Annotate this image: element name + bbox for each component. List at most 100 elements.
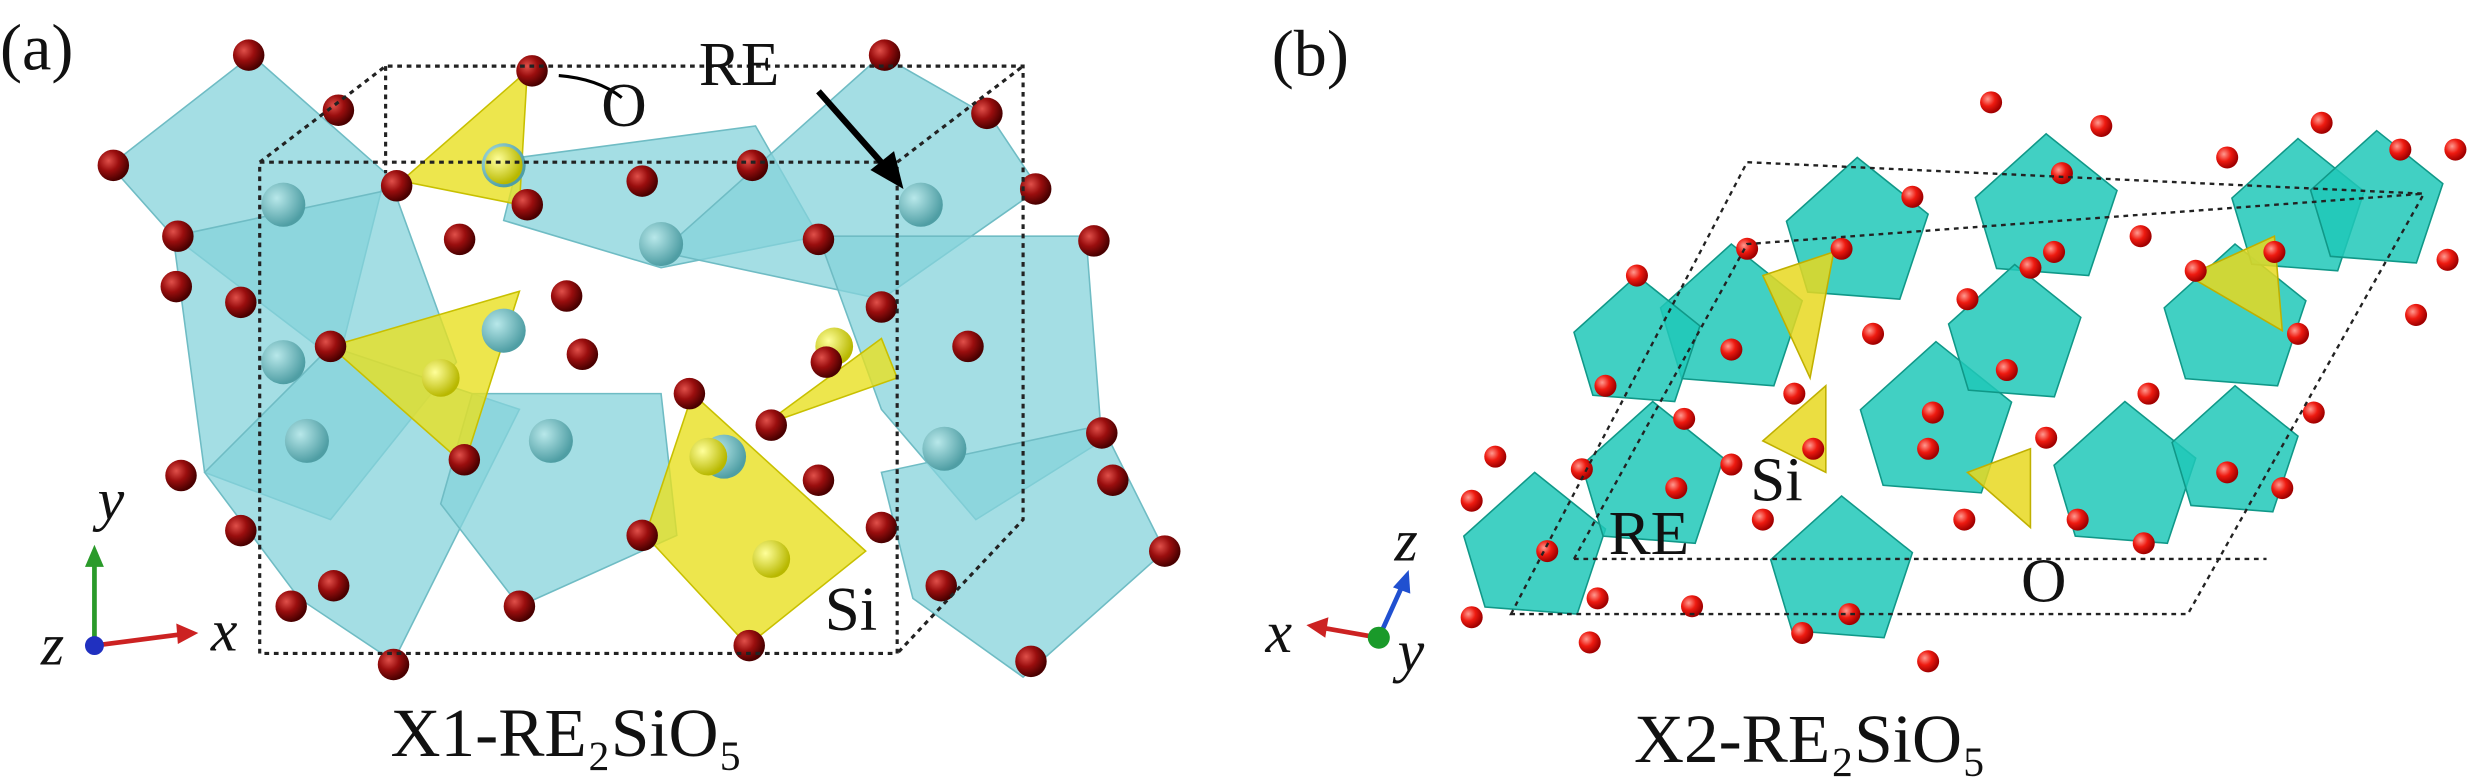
panel-label: (b) <box>1272 18 1349 91</box>
o-atom <box>755 409 787 441</box>
si-atom <box>484 146 523 185</box>
o-atom <box>1484 445 1507 468</box>
unit-cell <box>258 64 1025 656</box>
tetrahedron <box>1965 447 2032 530</box>
o-atom <box>511 188 544 221</box>
o-atom <box>802 223 835 256</box>
o-atom <box>1980 91 2003 114</box>
axis-label: x <box>1264 599 1292 665</box>
o-atom <box>2389 138 2412 161</box>
o-atom <box>1720 338 1743 361</box>
o-atom <box>380 170 413 202</box>
o-atom <box>802 464 835 496</box>
o-atom <box>2216 461 2239 484</box>
panel-a <box>97 39 1181 681</box>
polyhedron <box>1974 132 2118 277</box>
o-atom <box>1783 382 1806 405</box>
annotation: Si <box>1750 445 1803 515</box>
annotation: O <box>601 70 646 140</box>
o-atom <box>865 291 898 323</box>
polyhedron <box>1573 274 1701 403</box>
o-atom <box>626 165 658 197</box>
o-atom <box>2050 162 2073 185</box>
o-atom <box>868 39 901 71</box>
polyhedron <box>1462 471 1607 615</box>
o-atom <box>1862 322 1885 345</box>
o-atom <box>1751 508 1774 531</box>
o-atom <box>1720 453 1743 476</box>
axis-z-head <box>1392 570 1411 594</box>
tetrahedron <box>1761 250 1835 381</box>
o-atom <box>1625 264 1648 287</box>
o-atom <box>1149 535 1181 567</box>
o-atom <box>2302 401 2325 424</box>
re-atom <box>528 418 573 463</box>
o-atom <box>232 39 265 71</box>
o-atom <box>377 648 410 681</box>
polyhedron <box>2309 129 2444 264</box>
o-atom <box>1921 401 1944 424</box>
o-atom <box>2019 256 2042 279</box>
o-atom <box>160 270 193 303</box>
o-atom <box>1460 489 1483 512</box>
o-atom <box>2066 508 2089 531</box>
si-atom <box>752 540 791 578</box>
o-atom <box>1586 587 1609 610</box>
pointer-arrow <box>816 89 894 176</box>
re-atom <box>481 308 526 353</box>
o-atom <box>865 511 898 544</box>
o-atom <box>2405 303 2428 326</box>
o-atom <box>1838 603 1861 626</box>
o-atom <box>2129 225 2152 248</box>
o-atom <box>225 286 257 319</box>
o-atom <box>1460 606 1483 629</box>
o-atom <box>314 330 347 363</box>
o-atom <box>1802 437 1825 460</box>
annotation: Si <box>825 574 878 644</box>
o-atom <box>925 570 957 602</box>
re-atom <box>639 222 684 267</box>
o-atom <box>1019 173 1052 205</box>
o-atom <box>1078 225 1110 257</box>
re-atom <box>261 182 306 227</box>
axis-x <box>94 632 180 648</box>
o-atom <box>1097 464 1129 496</box>
axis-x-head <box>176 623 199 645</box>
o-atom <box>2263 240 2286 263</box>
tetrahedron <box>762 337 899 426</box>
o-atom <box>2436 248 2459 271</box>
unit-cell <box>1509 160 2426 616</box>
o-atom <box>1681 595 1704 618</box>
o-atom <box>2310 111 2333 134</box>
axis-label: x <box>210 597 238 663</box>
arrow-head <box>870 151 904 189</box>
o-atom <box>1570 458 1593 481</box>
si-atom <box>421 359 460 397</box>
re-atom <box>922 426 967 471</box>
o-atom <box>1995 359 2018 382</box>
axis-x-head <box>1306 617 1329 638</box>
o-atom <box>2043 240 2066 263</box>
o-atom <box>443 223 476 256</box>
o-atom <box>733 629 765 662</box>
o-atom <box>952 330 984 363</box>
o-atom <box>2444 138 2467 161</box>
o-atom <box>2184 259 2207 282</box>
o-atom <box>2132 532 2155 555</box>
caption: X2-RE₂SiO₅ <box>1634 700 1986 777</box>
axis-label: z <box>40 611 64 677</box>
o-atom <box>516 55 548 87</box>
panel-label: (a) <box>0 11 73 84</box>
o-atom <box>1736 237 1759 260</box>
o-atom <box>1956 288 1979 311</box>
re-atom <box>898 182 943 227</box>
o-atom <box>225 514 257 547</box>
o-atom <box>1917 650 1940 673</box>
o-atom <box>317 570 350 602</box>
annotation: RE <box>1609 498 1689 568</box>
o-atom <box>1086 417 1118 449</box>
o-atom <box>550 280 583 312</box>
o-atom <box>2271 477 2294 500</box>
